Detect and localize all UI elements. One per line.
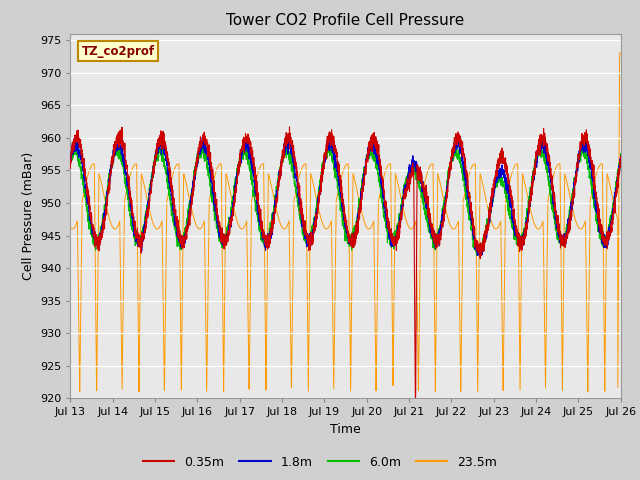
- Title: Tower CO2 Profile Cell Pressure: Tower CO2 Profile Cell Pressure: [227, 13, 465, 28]
- Y-axis label: Cell Pressure (mBar): Cell Pressure (mBar): [22, 152, 35, 280]
- Legend: 0.35m, 1.8m, 6.0m, 23.5m: 0.35m, 1.8m, 6.0m, 23.5m: [138, 451, 502, 474]
- X-axis label: Time: Time: [330, 423, 361, 436]
- Text: TZ_co2prof: TZ_co2prof: [81, 45, 154, 58]
